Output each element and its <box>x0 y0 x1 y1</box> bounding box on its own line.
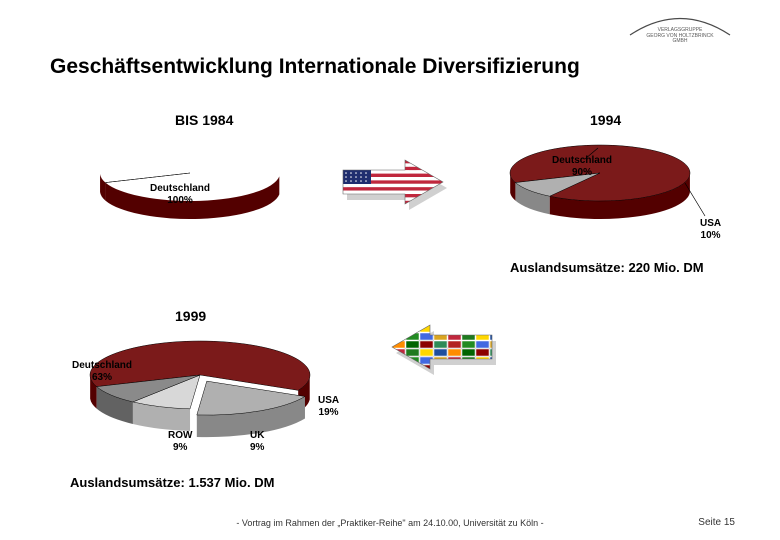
arrow-usa <box>335 152 455 217</box>
label-1994-usa: USA 10% <box>700 218 721 242</box>
pie-1994 <box>490 138 730 233</box>
label-1999-uk: UK 9% <box>250 430 264 454</box>
year-1994: 1994 <box>590 112 621 128</box>
footer-text: - Vortrag im Rahmen der „Praktiker-Reihe… <box>0 518 780 528</box>
label-1984-de: Deutschland 100% <box>150 183 210 207</box>
arrow-world <box>380 315 500 385</box>
label-1999-row: ROW 9% <box>168 430 192 454</box>
page-number: Seite 15 <box>698 517 735 528</box>
year-1984: BIS 1984 <box>175 112 233 128</box>
year-1999: 1999 <box>175 308 206 324</box>
label-1999-usa: USA 19% <box>318 395 339 419</box>
label-1994-de: Deutschland 90% <box>552 155 612 179</box>
logo-text: VERLAGSGRUPPE GEORG VON HOLTZBRINCK GMBH <box>635 28 725 45</box>
caption-1999: Auslandsumsätze: 1.537 Mio. DM <box>70 475 274 490</box>
logo-line3: GMBH <box>673 38 688 44</box>
pie-1999 <box>60 330 360 455</box>
page-title: Geschäftsentwicklung Internationale Dive… <box>50 55 580 79</box>
label-1999-de: Deutschland 63% <box>72 360 132 384</box>
caption-1994: Auslandsumsätze: 220 Mio. DM <box>510 260 704 275</box>
